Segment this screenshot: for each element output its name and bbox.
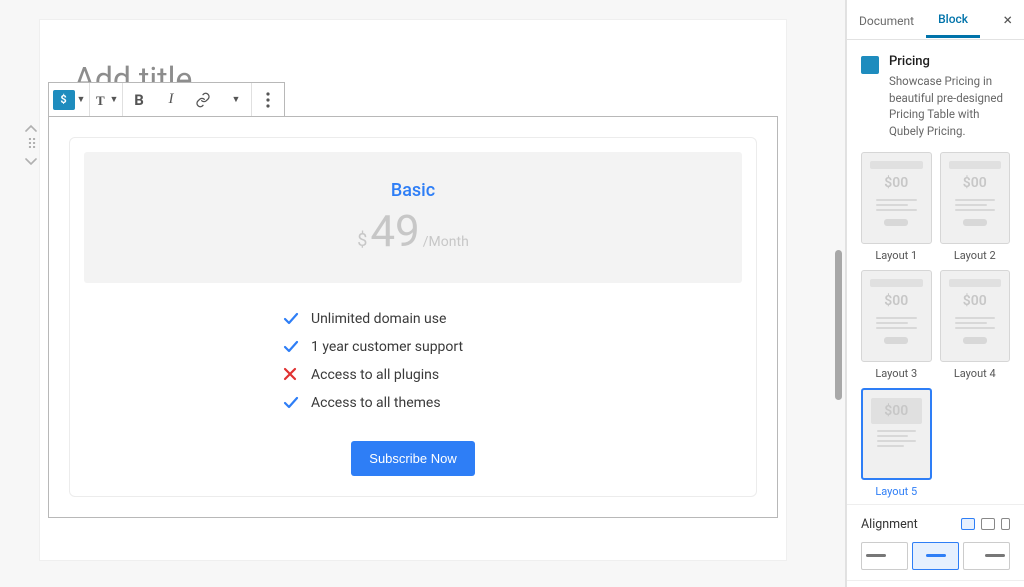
text-style-button[interactable]: T ▼ — [90, 83, 122, 116]
layout-preview-icon: $00 — [940, 152, 1011, 244]
feature-text: Unlimited domain use — [311, 311, 446, 327]
scrollbar-thumb[interactable] — [835, 250, 842, 400]
move-down-button[interactable] — [19, 153, 43, 171]
show-features-panel: Show Features — [847, 580, 1024, 587]
layout-label: Layout 3 — [861, 367, 932, 380]
feature-item[interactable]: Unlimited domain use — [283, 305, 543, 333]
pricing-block-icon: $ — [53, 90, 75, 110]
block-info: Pricing Showcase Pricing in beautiful pr… — [847, 40, 1024, 152]
layout-grid: $00 Layout 1 $00 Layout 2 $00 Layout 3 $00 Layo… — [847, 152, 1024, 504]
layout-label: Layout 1 — [861, 249, 932, 262]
features-list: Unlimited domain use 1 year customer supp… — [84, 283, 742, 427]
alignment-label: Alignment — [861, 517, 918, 532]
editor-area: Add title ⠿ $ ▼ — [0, 0, 826, 587]
italic-button[interactable]: I — [155, 83, 187, 116]
check-icon — [283, 311, 299, 327]
more-options-button[interactable] — [252, 83, 284, 116]
close-sidebar-button[interactable]: × — [991, 0, 1024, 39]
pricing-block-icon — [861, 56, 879, 74]
scrollbar-track — [826, 0, 846, 587]
editor-canvas: Add title ⠿ $ ▼ — [40, 20, 786, 560]
layout-preview-icon: $00 — [940, 270, 1011, 362]
plan-name[interactable]: Basic — [94, 180, 732, 201]
layout-label: Layout 5 — [861, 485, 932, 498]
block-info-title: Pricing — [889, 54, 1010, 69]
device-desktop-icon[interactable] — [961, 518, 975, 530]
feature-item[interactable]: Access to all themes — [283, 389, 543, 417]
cross-icon — [283, 367, 299, 383]
chevron-down-icon: ▼ — [77, 94, 86, 105]
sidebar-tabs: Document Block × — [847, 0, 1024, 40]
feature-item[interactable]: Access to all plugins — [283, 361, 543, 389]
layout-preview-icon: $00 — [861, 152, 932, 244]
currency-symbol: $ — [357, 230, 367, 251]
align-right-button[interactable] — [963, 542, 1010, 570]
layout-preview-icon: $00 — [861, 388, 932, 480]
layout-option[interactable]: $00 Layout 2 — [940, 152, 1011, 262]
svg-text:T: T — [96, 93, 105, 107]
feature-text: 1 year customer support — [311, 339, 463, 355]
pricing-block-content: Basic $ 49 /Month Unlimited domain use 1 … — [49, 117, 777, 517]
move-up-button[interactable] — [19, 119, 43, 137]
block-info-description: Showcase Pricing in beautiful pre-design… — [889, 73, 1010, 140]
block-type-button[interactable]: $ ▼ — [49, 83, 89, 116]
tab-document[interactable]: Document — [847, 3, 926, 37]
layout-option[interactable]: $00 Layout 3 — [861, 270, 932, 380]
alignment-buttons — [847, 536, 1024, 580]
layout-label: Layout 2 — [940, 249, 1011, 262]
selected-block[interactable]: ⠿ $ ▼ T ▼ — [48, 116, 778, 518]
block-movers: ⠿ — [19, 117, 43, 171]
layout-label: Layout 4 — [940, 367, 1011, 380]
layout-option[interactable]: $00 Layout 4 — [940, 270, 1011, 380]
pricing-header: Basic $ 49 /Month — [84, 152, 742, 283]
bold-button[interactable]: B — [123, 83, 155, 116]
feature-text: Access to all themes — [311, 395, 441, 411]
feature-text: Access to all plugins — [311, 367, 439, 383]
block-toolbar: $ ▼ T ▼ B I — [48, 82, 285, 117]
alignment-panel: Alignment — [847, 504, 1024, 536]
drag-handle-icon[interactable]: ⠿ — [27, 137, 35, 153]
tab-block[interactable]: Block — [926, 1, 980, 38]
price-value: 49 — [370, 209, 419, 253]
device-mobile-icon[interactable] — [1001, 518, 1010, 530]
layout-option[interactable]: $00 Layout 5 — [861, 388, 932, 498]
price-row[interactable]: $ 49 /Month — [94, 209, 732, 253]
check-icon — [283, 339, 299, 355]
device-tablet-icon[interactable] — [981, 518, 995, 530]
layout-preview-icon: $00 — [861, 270, 932, 362]
check-icon — [283, 395, 299, 411]
settings-sidebar: Document Block × Pricing Showcase Pricin… — [846, 0, 1024, 587]
chevron-down-icon: ▼ — [110, 94, 119, 105]
layout-option[interactable]: $00 Layout 1 — [861, 152, 932, 262]
responsive-device-toggle — [961, 518, 1010, 530]
pricing-card: Basic $ 49 /Month Unlimited domain use 1 … — [69, 137, 757, 497]
feature-item[interactable]: 1 year customer support — [283, 333, 543, 361]
more-formatting-button[interactable]: ▼ — [219, 83, 251, 116]
link-button[interactable] — [187, 83, 219, 116]
subscribe-button[interactable]: Subscribe Now — [351, 441, 474, 476]
align-center-button[interactable] — [912, 542, 959, 570]
align-left-button[interactable] — [861, 542, 908, 570]
price-period: /Month — [423, 234, 469, 250]
